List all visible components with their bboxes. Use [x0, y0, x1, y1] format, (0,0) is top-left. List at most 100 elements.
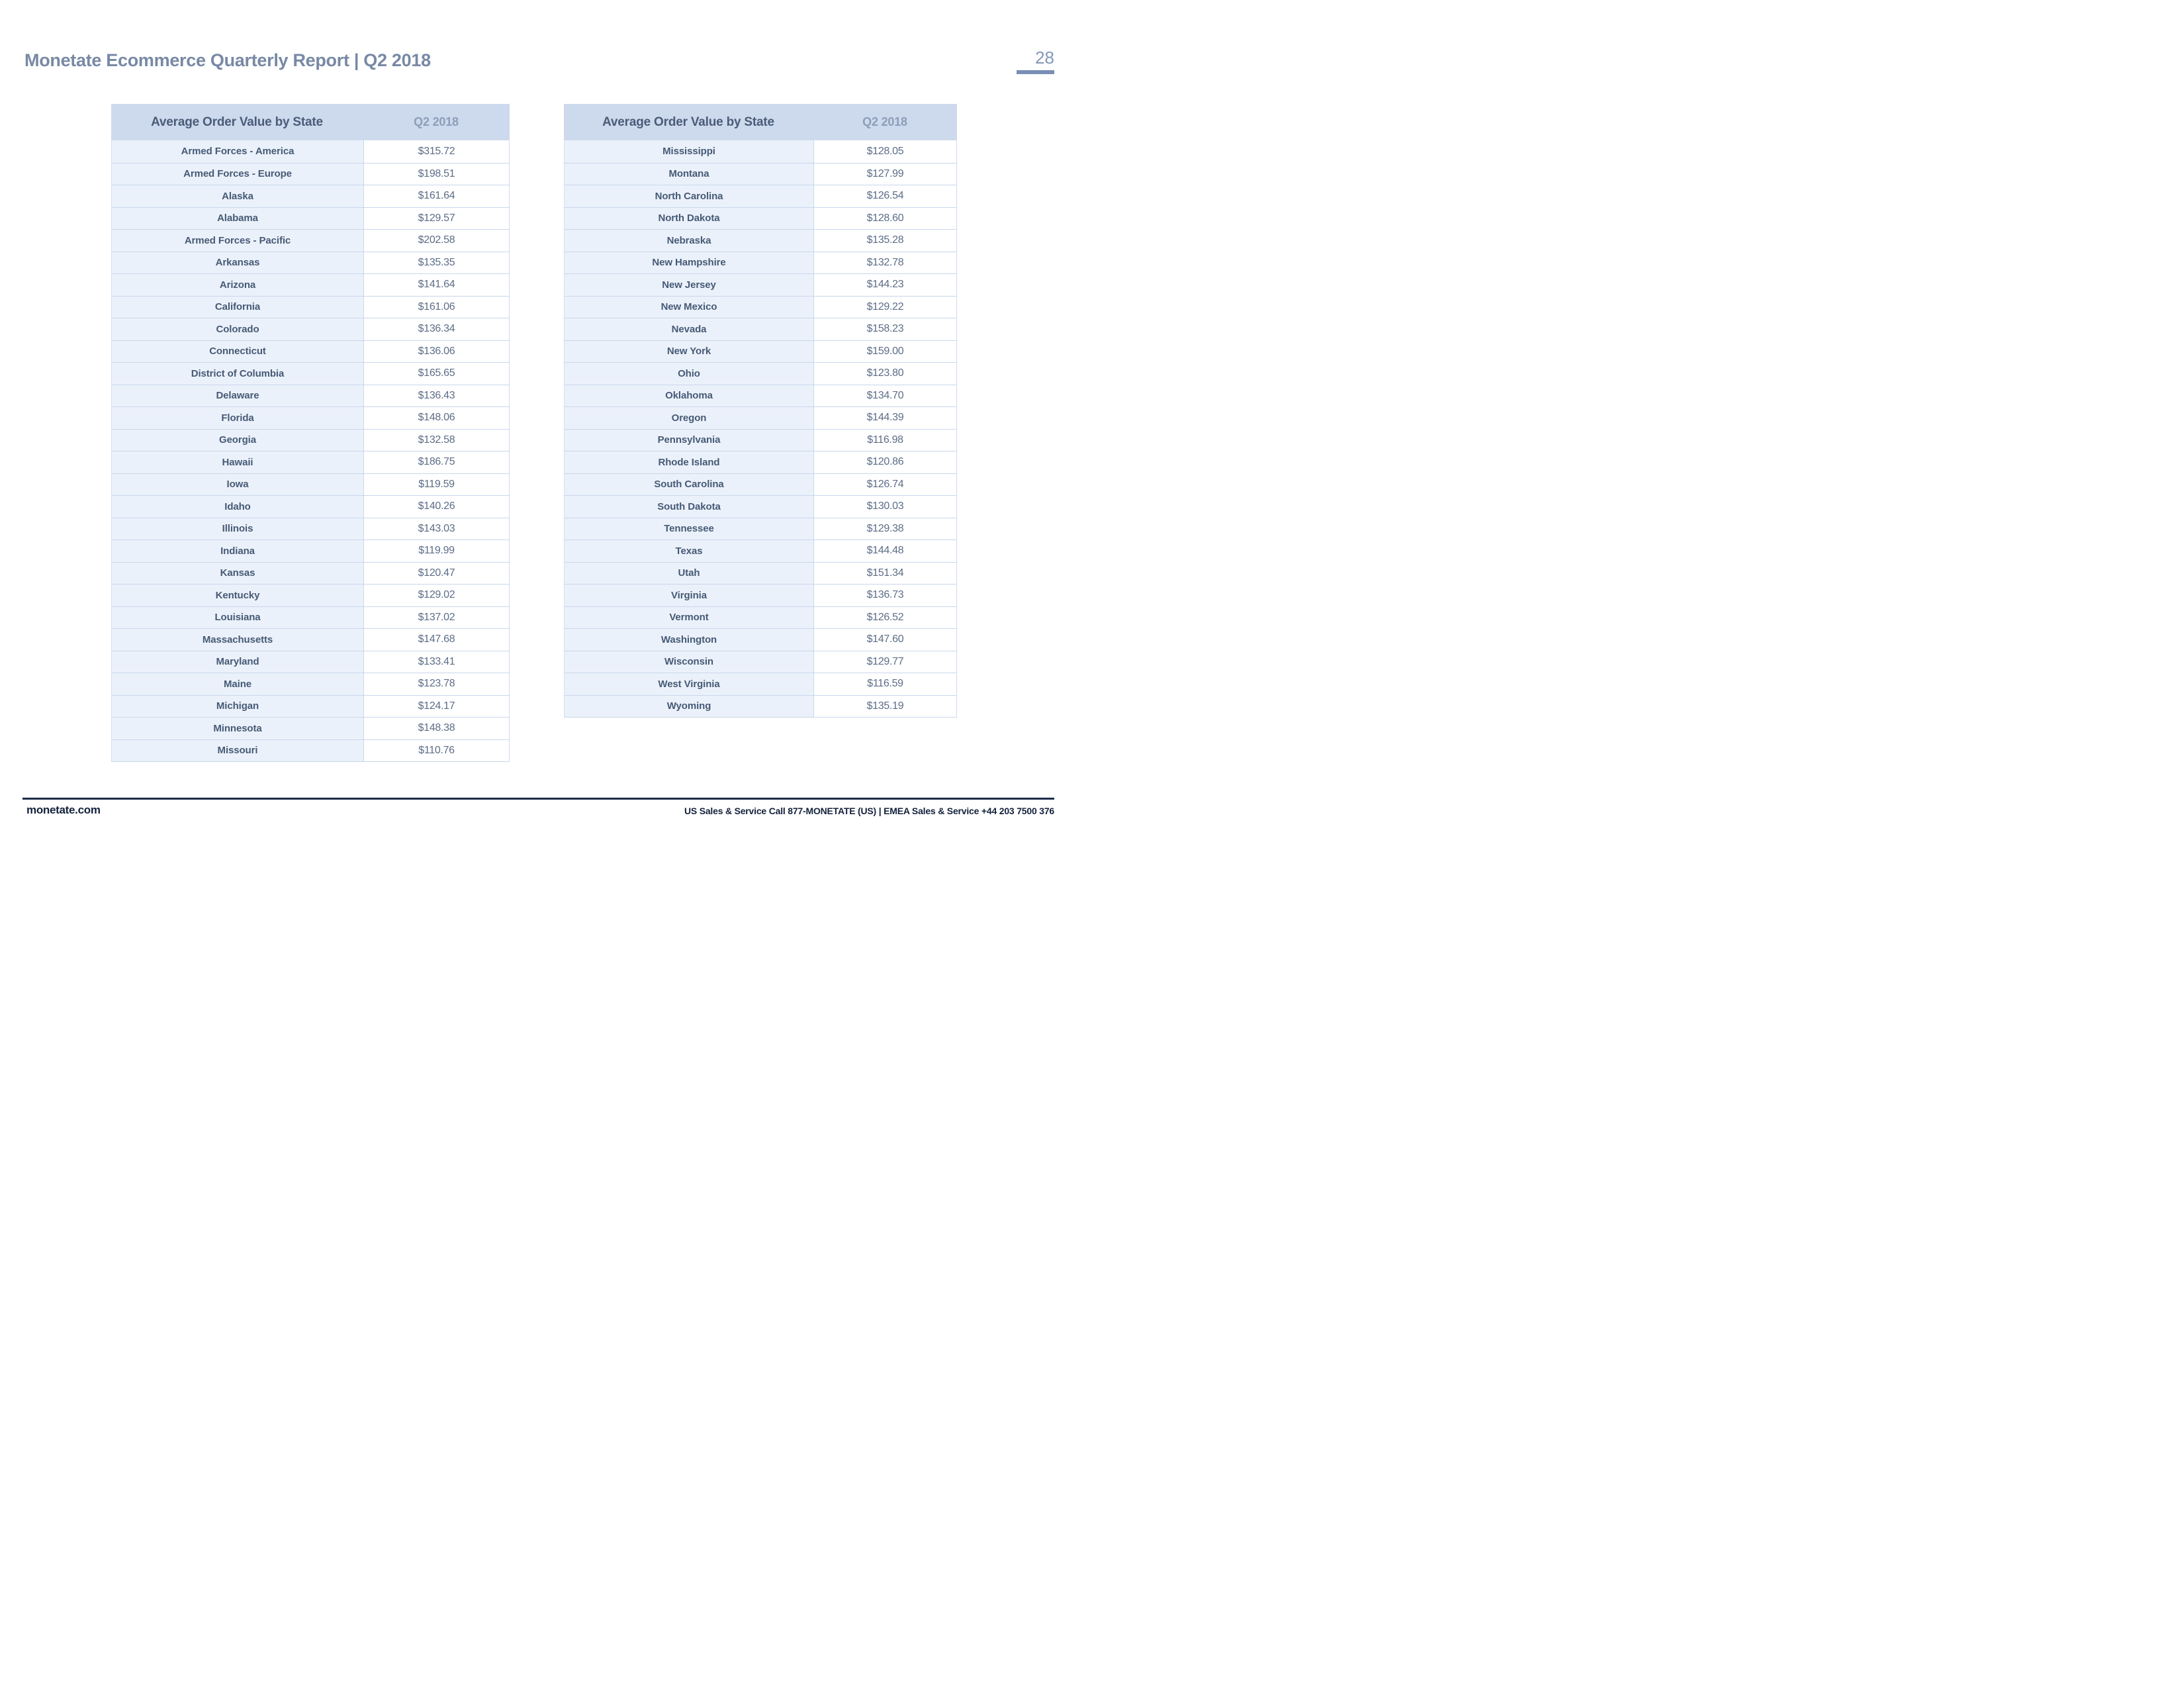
aov-value-cell: $136.34: [363, 318, 509, 340]
state-name-cell: District of Columbia: [112, 363, 363, 385]
state-name-cell: New Jersey: [565, 274, 813, 296]
state-name-cell: South Dakota: [565, 496, 813, 518]
aov-value-cell: $315.72: [363, 140, 509, 163]
aov-value-cell: $120.47: [363, 562, 509, 584]
aov-value-cell: $136.06: [363, 340, 509, 362]
table-row: Texas $144.48: [565, 539, 956, 562]
aov-value-cell: $128.60: [813, 207, 956, 229]
state-name-cell: Missouri: [112, 739, 363, 761]
aov-value-cell: $130.03: [813, 496, 956, 518]
table-body: Armed Forces - America $315.72 Armed Force…: [111, 140, 510, 762]
aov-value-cell: $129.22: [813, 296, 956, 318]
aov-table-left: Average Order Value by State Q2 2018 Arm…: [111, 104, 510, 762]
state-name-cell: Washington: [565, 629, 813, 651]
aov-value-cell: $123.80: [813, 363, 956, 385]
table-row: Kansas $120.47: [112, 561, 509, 584]
table-row: North Carolina $126.54: [565, 185, 956, 207]
footer-contact-text: US Sales & Service Call 877-MONETATE (US…: [684, 806, 1054, 816]
table-row: Arizona $141.64: [112, 273, 509, 296]
table-row: District of Columbia $165.65: [112, 362, 509, 385]
aov-value-cell: $135.28: [813, 230, 956, 252]
table-row: Indiana $119.99: [112, 539, 509, 562]
table-row: Oregon $144.39: [565, 406, 956, 429]
state-name-cell: Michigan: [112, 695, 363, 717]
state-name-cell: Wisconsin: [565, 651, 813, 673]
aov-value-cell: $148.06: [363, 407, 509, 429]
state-name-cell: North Dakota: [565, 207, 813, 229]
table-row: New Mexico $129.22: [565, 295, 956, 318]
aov-value-cell: $132.58: [363, 429, 509, 451]
state-name-cell: Vermont: [565, 606, 813, 628]
aov-value-cell: $148.38: [363, 718, 509, 739]
table-row: Vermont $126.52: [565, 606, 956, 628]
table-row: Oklahoma $134.70: [565, 384, 956, 406]
state-name-cell: Pennsylvania: [565, 429, 813, 451]
state-name-cell: Tennessee: [565, 518, 813, 539]
aov-value-cell: $136.43: [363, 385, 509, 406]
state-name-cell: Utah: [565, 562, 813, 584]
table-header-row: Average Order Value by State Q2 2018: [111, 104, 510, 140]
table-row: Minnesota $148.38: [112, 717, 509, 739]
state-name-cell: California: [112, 296, 363, 318]
table-row: Tennessee $129.38: [565, 517, 956, 539]
table-row: North Dakota $128.60: [565, 207, 956, 229]
aov-value-cell: $140.26: [363, 496, 509, 518]
table-row: Ohio $123.80: [565, 362, 956, 385]
aov-value-cell: $161.64: [363, 185, 509, 207]
aov-value-cell: $119.59: [363, 473, 509, 495]
table-row: Delaware $136.43: [112, 384, 509, 406]
aov-value-cell: $158.23: [813, 318, 956, 340]
table-row: Montana $127.99: [565, 162, 956, 185]
table-row: Pennsylvania $116.98: [565, 428, 956, 451]
table-row: Wyoming $135.19: [565, 694, 956, 717]
aov-value-cell: $126.52: [813, 606, 956, 628]
aov-value-cell: $135.19: [813, 695, 956, 717]
state-name-cell: Ohio: [565, 363, 813, 385]
aov-value-cell: $128.05: [813, 140, 956, 163]
state-name-cell: Montana: [565, 163, 813, 185]
state-name-cell: West Virginia: [565, 673, 813, 695]
aov-value-cell: $186.75: [363, 451, 509, 473]
table-row: Washington $147.60: [565, 628, 956, 651]
state-name-cell: New York: [565, 340, 813, 362]
aov-value-cell: $129.57: [363, 207, 509, 229]
aov-value-cell: $161.06: [363, 296, 509, 318]
aov-value-cell: $144.39: [813, 407, 956, 429]
page-number: 28: [1035, 48, 1054, 68]
state-name-cell: Oregon: [565, 407, 813, 429]
table-row: Hawaii $186.75: [112, 451, 509, 473]
state-name-cell: Alaska: [112, 185, 363, 207]
table-row: Nebraska $135.28: [565, 229, 956, 252]
state-name-cell: Massachusetts: [112, 629, 363, 651]
aov-value-cell: $151.34: [813, 562, 956, 584]
state-name-cell: Maine: [112, 673, 363, 695]
aov-value-cell: $137.02: [363, 606, 509, 628]
table-row: Kentucky $129.02: [112, 584, 509, 606]
aov-value-cell: $147.60: [813, 629, 956, 651]
aov-value-cell: $134.70: [813, 385, 956, 406]
state-name-cell: Colorado: [112, 318, 363, 340]
table-row: Nevada $158.23: [565, 318, 956, 340]
table-row: Virginia $136.73: [565, 584, 956, 606]
state-name-cell: Mississippi: [565, 140, 813, 163]
table-row: Alabama $129.57: [112, 207, 509, 229]
table-header-label: Average Order Value by State: [151, 115, 323, 129]
aov-value-cell: $143.03: [363, 518, 509, 539]
footer-site-link[interactable]: monetate.com: [26, 804, 101, 816]
table-row: Maryland $133.41: [112, 650, 509, 673]
state-name-cell: Arizona: [112, 274, 363, 296]
table-header-label: Average Order Value by State: [602, 115, 774, 129]
aov-value-cell: $135.35: [363, 252, 509, 273]
table-row: Connecticut $136.06: [112, 340, 509, 362]
state-name-cell: Florida: [112, 407, 363, 429]
state-name-cell: Armed Forces - Pacific: [112, 230, 363, 252]
table-header-period: Q2 2018: [862, 115, 907, 128]
table-row: Armed Forces - Pacific $202.58: [112, 229, 509, 252]
table-row: Iowa $119.59: [112, 473, 509, 495]
aov-value-cell: $110.76: [363, 739, 509, 761]
table-row: Utah $151.34: [565, 561, 956, 584]
table-row: California $161.06: [112, 295, 509, 318]
state-name-cell: Oklahoma: [565, 385, 813, 406]
state-name-cell: North Carolina: [565, 185, 813, 207]
table-row: Maine $123.78: [112, 673, 509, 695]
